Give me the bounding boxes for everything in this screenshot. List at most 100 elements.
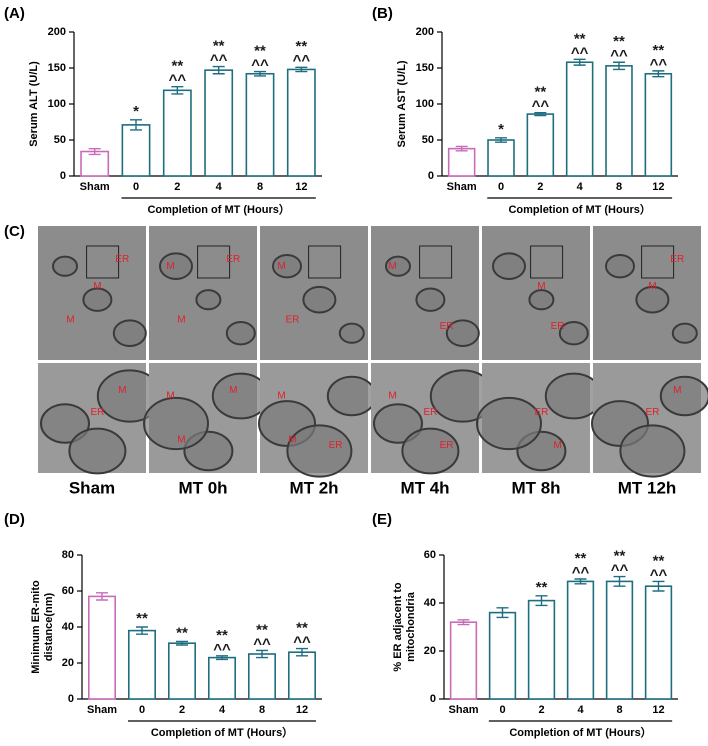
- panel-label: (D): [4, 511, 25, 528]
- error-bar: [176, 640, 188, 646]
- error-bar: [496, 607, 509, 619]
- micrograph-annotation: M: [277, 391, 285, 402]
- micrograph-annotation: ER: [226, 254, 240, 265]
- micrograph-annotation: ER: [440, 440, 454, 451]
- inset-box: [530, 245, 564, 279]
- micrograph-annotation: M: [537, 281, 545, 292]
- bar: [447, 147, 476, 177]
- panel-label: (E): [372, 511, 392, 528]
- column-label: MT 12h: [618, 478, 677, 497]
- bar: [605, 580, 634, 700]
- significance-vs-0h: ^^: [213, 641, 231, 658]
- mitochondrion: [159, 252, 193, 281]
- bar: [80, 150, 110, 177]
- bar: [245, 72, 275, 177]
- significance-vs-0h: ^^: [253, 635, 271, 652]
- significance: **: [296, 620, 308, 637]
- mitochondrion: [415, 287, 446, 312]
- y-axis-label: mitochondria: [405, 591, 417, 662]
- y-tick-label: 150: [416, 62, 434, 74]
- micrograph-annotation: M: [66, 314, 74, 325]
- y-tick-label: 200: [416, 26, 434, 38]
- y-axis-label: Minimum ER-mito: [30, 580, 42, 674]
- micrograph-annotation: M: [177, 435, 185, 446]
- panel-label: (C): [4, 223, 25, 240]
- error-bar: [136, 626, 148, 635]
- bar: [605, 65, 633, 177]
- mitochondrion: [338, 322, 365, 344]
- significance: **: [256, 621, 268, 638]
- error-bar: [573, 58, 586, 66]
- bar: [286, 68, 316, 177]
- x-tick-label: Sham: [80, 181, 110, 193]
- column-label: MT 4h: [400, 478, 449, 497]
- micrograph-annotation: M: [553, 440, 561, 451]
- panel-label: (B): [372, 5, 393, 22]
- mitochondrion: [40, 403, 90, 444]
- bar: [204, 69, 234, 177]
- x-tick-label: 12: [295, 181, 307, 193]
- significance: **: [614, 548, 626, 565]
- x-axis-label: Completion of MT (Hours）: [147, 203, 289, 216]
- significance: **: [171, 58, 183, 75]
- y-tick-label: 80: [62, 549, 74, 561]
- significance: **: [575, 550, 587, 567]
- mitochondrion: [225, 321, 256, 346]
- y-tick-label: 150: [48, 62, 66, 74]
- significance: **: [574, 30, 586, 47]
- y-axis-label: distance(nm): [43, 592, 55, 661]
- mitochondrion: [492, 252, 526, 281]
- significance: **: [613, 33, 625, 50]
- bar: [121, 124, 151, 177]
- inset-box: [197, 245, 231, 279]
- error-bar: [171, 86, 184, 95]
- mitochondrion: [671, 322, 698, 344]
- x-tick-label: 2: [537, 181, 543, 193]
- x-tick-label: 4: [216, 181, 223, 193]
- x-tick-label: Sham: [447, 181, 477, 193]
- x-tick-label: 2: [538, 704, 544, 716]
- mitochondrion: [52, 255, 78, 277]
- x-tick-label: 8: [616, 704, 622, 716]
- micrograph-annotation: ER: [645, 407, 659, 418]
- mitochondrion: [326, 375, 377, 417]
- mitochondrion: [195, 289, 222, 311]
- error-bar: [216, 655, 228, 661]
- error-bar: [574, 578, 587, 585]
- error-bar: [296, 647, 308, 657]
- y-axis-label: Serum ALT (U/L): [28, 61, 40, 147]
- error-bar: [130, 119, 142, 131]
- significance-vs-0h: ^^: [611, 562, 629, 579]
- y-tick-label: 60: [424, 549, 436, 561]
- x-tick-label: 12: [652, 181, 664, 193]
- y-axis-label: % ER adjacent to: [392, 582, 404, 672]
- micrograph-annotation: M: [93, 281, 101, 292]
- significance: *: [133, 103, 139, 120]
- column-label: MT 8h: [511, 478, 560, 497]
- y-tick-label: 20: [62, 657, 74, 669]
- significance-vs-0h: ^^: [210, 52, 228, 69]
- bar: [168, 642, 197, 700]
- bar: [644, 72, 673, 177]
- significance-vs-0h: ^^: [610, 47, 628, 64]
- bar: [208, 656, 237, 700]
- bar: [487, 139, 515, 177]
- error-bar: [652, 580, 665, 592]
- micrograph-annotation: ER: [440, 321, 454, 332]
- x-tick-label: 12: [296, 704, 308, 716]
- x-axis-label: Completion of MT (Hours）: [508, 203, 650, 216]
- x-tick-label: Sham: [87, 704, 117, 716]
- micrograph-annotation: M: [166, 261, 174, 272]
- x-tick-label: 12: [652, 704, 664, 716]
- x-tick-label: 0: [499, 704, 505, 716]
- micrograph-annotation: ER: [551, 321, 565, 332]
- error-bar: [534, 111, 547, 117]
- inset-box: [308, 245, 342, 279]
- error-bar: [256, 649, 268, 659]
- error-bar: [457, 619, 470, 626]
- significance: **: [652, 42, 664, 59]
- mitochondrion: [143, 396, 209, 451]
- column-label: MT 0h: [178, 478, 227, 497]
- significance: **: [534, 84, 546, 101]
- micrograph-annotation: ER: [115, 254, 129, 265]
